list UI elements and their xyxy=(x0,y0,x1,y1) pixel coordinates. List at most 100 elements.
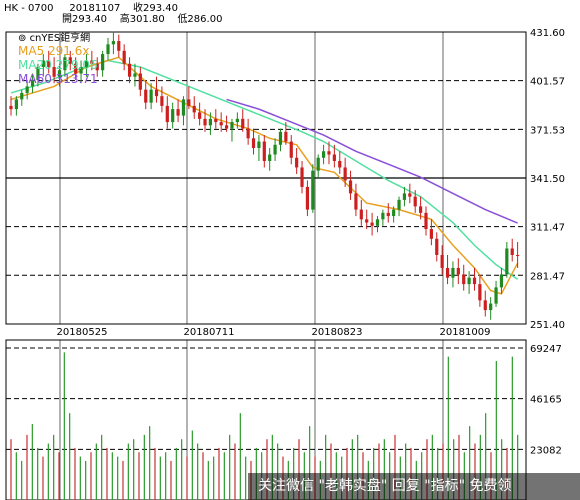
candle-body xyxy=(316,157,320,171)
candle-body xyxy=(505,248,509,275)
candle-body xyxy=(327,151,331,155)
candle-body xyxy=(235,118,239,123)
candle-body xyxy=(359,209,363,220)
y-tick-label: 341.50 xyxy=(530,174,565,185)
candle-body xyxy=(127,63,132,77)
y-tick-label: 431.60 xyxy=(530,28,565,39)
candle-body xyxy=(472,277,477,285)
open-text: 開293.40 xyxy=(62,14,107,25)
candle-body xyxy=(408,193,412,197)
candle-body xyxy=(101,54,105,71)
vol-y-tick-label: 23082 xyxy=(530,445,562,456)
candle-body xyxy=(370,222,374,226)
x-tick-label: 20180525 xyxy=(57,327,108,338)
candle-body xyxy=(257,141,261,149)
candle-body xyxy=(402,193,407,200)
candle-body xyxy=(198,112,202,119)
candle-body xyxy=(224,125,229,129)
candle-body xyxy=(63,57,67,71)
candle-body xyxy=(305,186,310,210)
high-text: 高301.80 xyxy=(119,14,165,25)
candle-body xyxy=(25,86,29,93)
price-y-axis: 251.40 281.47 311.47 341.50 371.53 401.57 431.… xyxy=(530,28,565,331)
candle-body xyxy=(95,63,99,71)
candle-body xyxy=(149,89,153,103)
candle-body xyxy=(311,170,315,210)
candle-body xyxy=(241,118,245,129)
ma20-legend: MA20 279.06 xyxy=(18,58,98,72)
candle-body xyxy=(36,67,40,80)
candle-body xyxy=(138,73,142,90)
candle-body xyxy=(365,219,369,223)
date-x-axis: 20180525 20180711 20180823 20181009 xyxy=(57,327,491,338)
ma60-line xyxy=(226,98,518,224)
candle-body xyxy=(47,60,51,68)
candle-body xyxy=(268,154,272,161)
candle-body xyxy=(381,212,385,220)
candle-body xyxy=(462,274,466,285)
candle-body xyxy=(295,157,299,168)
candle-body xyxy=(445,267,450,278)
watermark-banner: 关注微信 "老韩实盘" 回复 "指标" 免费领 xyxy=(248,473,580,500)
candle-body xyxy=(230,122,234,129)
candle-body xyxy=(424,212,428,230)
candle-body xyxy=(122,50,126,64)
candle-body xyxy=(343,167,347,181)
x-tick-label: 20180823 xyxy=(312,327,363,338)
candle-body xyxy=(117,41,121,51)
candle-body xyxy=(284,131,288,142)
copyright-icon: ⊚ xyxy=(18,33,30,44)
candle-body xyxy=(375,219,380,226)
candle-body xyxy=(57,70,62,77)
candle-body xyxy=(510,248,514,255)
candle-body xyxy=(111,41,115,45)
symbol-text: HK - 0700 xyxy=(4,3,54,14)
candle-body xyxy=(262,141,266,161)
candle-body xyxy=(478,284,482,301)
candle-body xyxy=(300,167,304,187)
ma5-legend: MA5 291.6x xyxy=(18,44,90,58)
candle-body xyxy=(160,96,164,106)
candle-body xyxy=(246,128,250,139)
candle-body xyxy=(90,60,94,64)
candle-body xyxy=(451,267,455,278)
date-text: 20181107 xyxy=(69,3,121,14)
candle-body xyxy=(14,99,18,110)
ma-legend: MA5 291.6x MA20 279.06 MA60 313.71 xyxy=(18,44,98,86)
candlesticks xyxy=(9,31,520,320)
y-tick-label: 281.47 xyxy=(530,271,565,282)
candle-body xyxy=(467,277,471,285)
candle-body xyxy=(516,254,520,256)
candle-body xyxy=(321,151,326,158)
y-tick-label: 311.47 xyxy=(530,223,565,234)
candle-body xyxy=(214,118,218,123)
candle-body xyxy=(171,109,175,123)
candle-body xyxy=(489,303,493,311)
candle-body xyxy=(176,109,180,116)
x-tick-label: 20180711 xyxy=(184,327,235,338)
x-tick-label: 20181009 xyxy=(440,327,491,338)
candle-body xyxy=(187,99,191,106)
logo-text: cnYES鉅亨網 xyxy=(29,33,91,44)
candle-body xyxy=(20,92,24,100)
candle-body xyxy=(181,99,186,116)
candle-body xyxy=(456,267,460,275)
candle-body xyxy=(219,122,223,126)
candle-body xyxy=(386,212,390,217)
candle-body xyxy=(435,238,439,255)
y-tick-label: 371.53 xyxy=(530,125,565,136)
candle-body xyxy=(273,144,277,155)
candle-body xyxy=(154,89,159,97)
low-text: 低286.00 xyxy=(177,14,223,25)
candle-body xyxy=(494,287,498,304)
candle-body xyxy=(419,206,423,213)
candle-body xyxy=(397,199,401,210)
candle-body xyxy=(332,154,336,161)
candle-body xyxy=(338,160,342,168)
candle-body xyxy=(144,89,148,103)
vol-y-tick-label: 69247 xyxy=(530,344,562,355)
candle-body xyxy=(251,138,256,149)
candle-body xyxy=(289,141,293,158)
ma60-legend: MA60 313.71 xyxy=(18,72,98,86)
ma60-polyline xyxy=(226,98,518,224)
